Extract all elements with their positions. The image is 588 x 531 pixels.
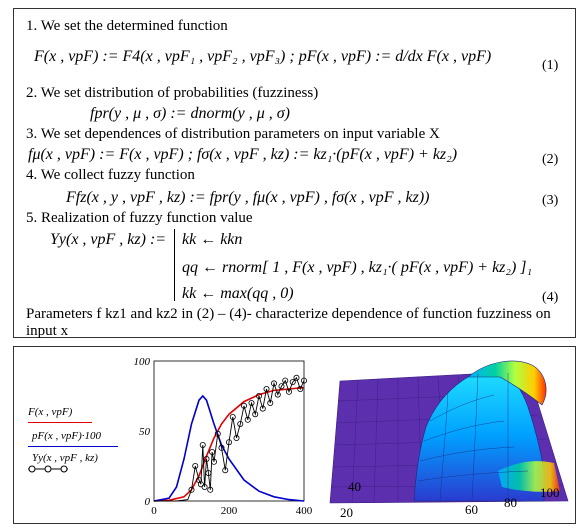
data-point	[211, 458, 218, 465]
data-point	[207, 486, 214, 493]
surface-xtick-60: 60	[465, 502, 478, 517]
data-point	[237, 421, 244, 428]
legend-label-pF: pF(x , vpF)·100	[32, 430, 102, 442]
data-point	[285, 388, 292, 395]
parameters-note: Parameters f kz1 and kz2 in (2) – (4)- c…	[26, 306, 551, 339]
data-point	[233, 435, 240, 442]
step5-line2: qq ← rnorm[ 1 , F(x , vpF) , kz₁·( pF(x …	[182, 259, 533, 276]
step2-title: 2. We set distribution of probabilities …	[26, 85, 319, 101]
surface-xtick-100: 100	[540, 485, 560, 500]
plot-area	[153, 360, 305, 502]
y-tick-label: 100	[134, 356, 151, 368]
surface-peak	[467, 360, 547, 406]
data-point	[203, 456, 210, 463]
data-point	[205, 470, 212, 477]
series-line-1	[153, 394, 305, 502]
surface-ytick-40: 40	[348, 479, 361, 494]
data-point	[248, 400, 255, 407]
fuzzy-surface-plot: 60 80 100 20 40	[318, 351, 572, 519]
step4-title: 4. We collect fuzzy function	[26, 167, 195, 183]
step3-equation: fμ(x , vpF) := F(x , vpF) ; fσ(x , vpF ,…	[28, 146, 458, 163]
data-point	[229, 414, 236, 421]
data-point	[218, 444, 225, 451]
legend-line-pF	[28, 446, 118, 447]
eq-number-3: (3)	[542, 193, 559, 208]
data-point	[226, 439, 233, 446]
step5-lhs: Yy(x , vpF , kz) :=	[50, 231, 167, 248]
legend-marker-Yy	[28, 465, 68, 473]
step5-title: 5. Realization of fuzzy function value	[26, 210, 253, 226]
data-point	[188, 486, 195, 493]
data-point	[197, 481, 204, 488]
data-point	[289, 378, 296, 385]
data-point	[263, 386, 270, 393]
surface-ytick-20: 20	[340, 505, 353, 519]
data-point	[259, 405, 266, 412]
data-point	[270, 380, 277, 387]
legend-line-F	[28, 422, 92, 423]
data-point	[201, 483, 208, 490]
step1-title: 1. We set the determined function	[26, 18, 228, 34]
data-point	[252, 411, 259, 418]
y-tick-label: 50	[139, 426, 151, 438]
x-tick-label: 400	[296, 505, 313, 517]
data-point	[297, 386, 304, 393]
data-point	[199, 442, 206, 449]
data-point	[300, 377, 307, 384]
data-point	[274, 391, 281, 398]
series-line-2	[154, 376, 305, 502]
x-tick-label: 200	[221, 505, 238, 517]
fuzzy-function-chart: 0 200 400 0 50 100	[134, 356, 313, 517]
step2-equation: fpr(y , μ , σ) := dnorm(y , μ , σ)	[90, 105, 290, 122]
data-point	[244, 416, 251, 423]
data-point	[222, 467, 229, 474]
step4-equation: Ffz(x , y , vpF , kz) := fpr(y , fμ(x , …	[66, 189, 430, 206]
data-point	[214, 430, 221, 437]
data-point	[267, 400, 274, 407]
data-point	[192, 463, 199, 470]
eq-number-1: (1)	[542, 58, 559, 73]
data-point	[282, 377, 289, 384]
data-point	[241, 402, 248, 409]
step1-equation: F(x , vpF) := F4(x , vpF₁ , vpF₂ , vpF₃)…	[34, 48, 492, 65]
program-bracket	[174, 229, 175, 301]
data-point	[293, 374, 300, 381]
step5-line3: kk ← max(qq , 0)	[182, 285, 294, 302]
formulas-panel: 1. We set the determined function F(x , …	[13, 8, 576, 339]
step5-line1: kk ← kkn	[182, 231, 243, 248]
data-point	[278, 383, 285, 390]
step3-title: 3. We set dependences of distribution pa…	[26, 126, 440, 142]
x-tick-label: 0	[151, 505, 157, 517]
y-tick-label: 0	[145, 496, 151, 508]
eq-number-4: (4)	[542, 290, 559, 305]
data-point	[255, 393, 262, 400]
plots-panel: F(x , vpF) pF(x , vpF)·100 Yy(x , vpF , …	[13, 346, 576, 524]
legend-label-F: F(x , vpF)	[28, 406, 73, 418]
legend-label-Yy: Yy(x , vpF , kz)	[32, 452, 98, 464]
surface-xtick-80: 80	[504, 495, 517, 510]
surface-shoulder	[498, 461, 560, 492]
data-point	[209, 449, 216, 456]
eq-number-2: (2)	[542, 152, 559, 167]
